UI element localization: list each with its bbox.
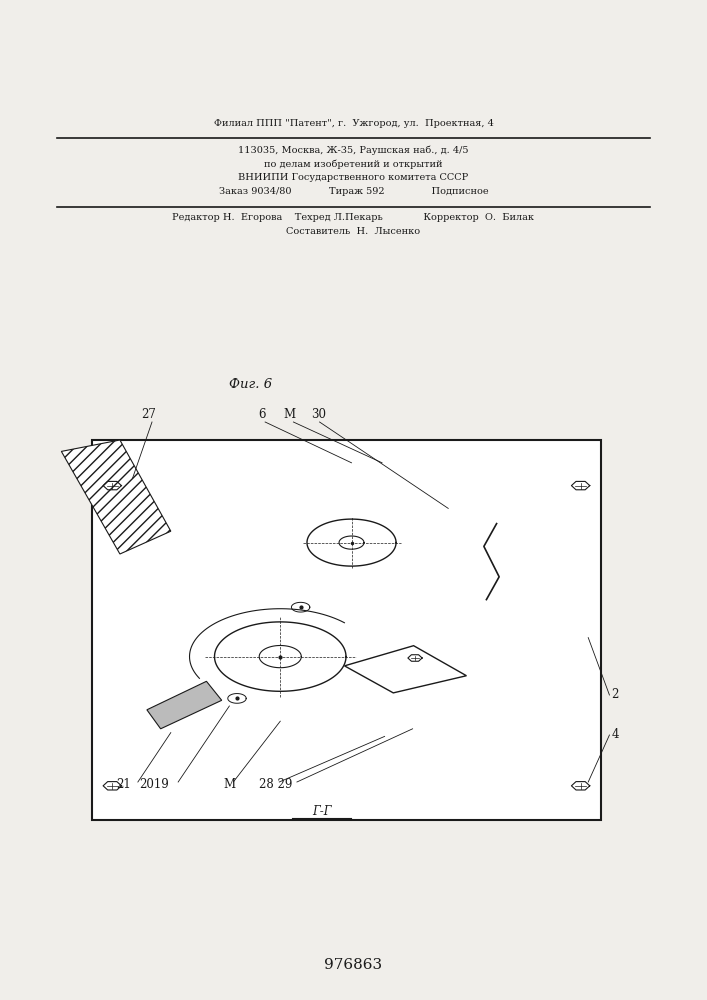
Text: 113035, Москва, Ж-35, Раушская наб., д. 4/5: 113035, Москва, Ж-35, Раушская наб., д. … (238, 145, 469, 155)
Text: 6: 6 (258, 408, 265, 422)
Polygon shape (62, 440, 171, 554)
Text: 2019: 2019 (139, 778, 169, 792)
Text: 28 29: 28 29 (259, 778, 293, 792)
Text: Заказ 9034/80            Тираж 592               Подписное: Заказ 9034/80 Тираж 592 Подписное (218, 188, 489, 196)
Text: по делам изобретений и открытий: по делам изобретений и открытий (264, 159, 443, 169)
Text: 30: 30 (310, 408, 326, 422)
Text: 27: 27 (141, 408, 156, 422)
Text: 2: 2 (612, 688, 619, 702)
Text: М: М (223, 778, 236, 792)
Text: Фиг. 6: Фиг. 6 (230, 378, 272, 391)
Text: 976863: 976863 (325, 958, 382, 972)
Text: Составитель  Н.  Лысенко: Составитель Н. Лысенко (286, 228, 421, 236)
Text: Филиал ППП "Патент", г.  Ужгород, ул.  Проектная, 4: Филиал ППП "Патент", г. Ужгород, ул. Про… (214, 119, 493, 128)
Bar (92, 440, 601, 820)
Text: Редактор Н.  Егорова    Техред Л.Пекарь             Корректор  О.  Билак: Редактор Н. Егорова Техред Л.Пекарь Корр… (173, 214, 534, 223)
Polygon shape (147, 681, 222, 729)
Text: Г-Г: Г-Г (312, 805, 332, 818)
Text: 21: 21 (117, 778, 131, 792)
Text: ВНИИПИ Государственного комитета СССР: ВНИИПИ Государственного комитета СССР (238, 174, 469, 182)
Text: 4: 4 (612, 728, 619, 742)
Text: М: М (284, 408, 296, 422)
